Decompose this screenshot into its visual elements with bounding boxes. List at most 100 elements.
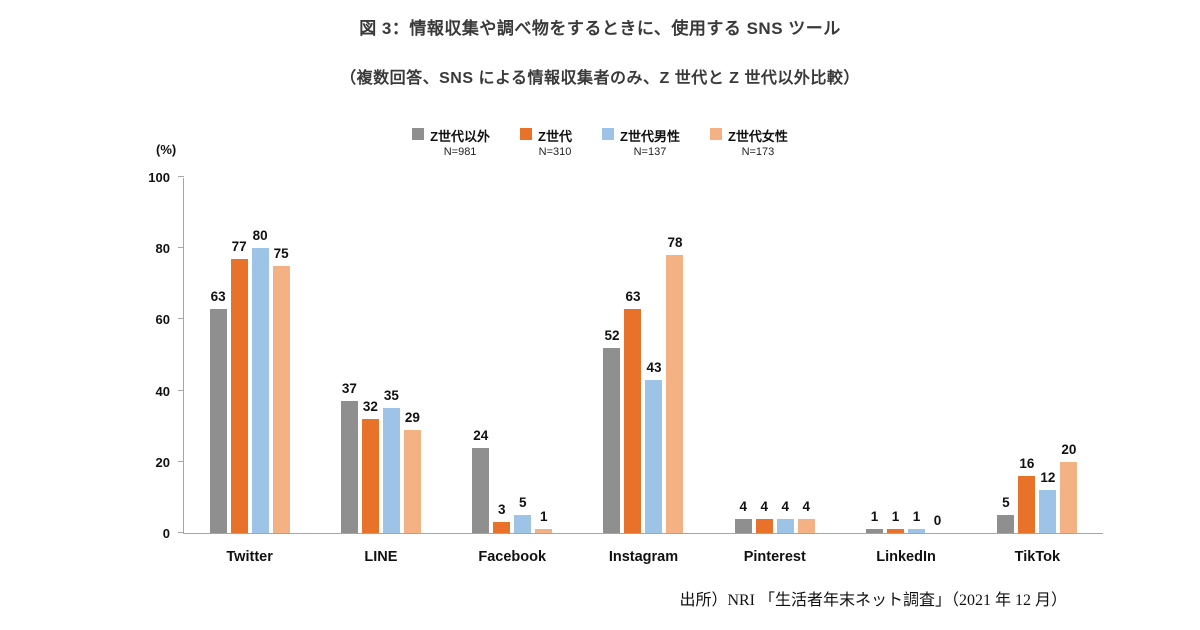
legend-item: Z世代女性 N=173 <box>709 126 788 158</box>
bar-linkedin-Z世代男性: 1 <box>908 509 926 533</box>
legend-n-count: N=173 <box>741 146 775 158</box>
legend-series-label: Z世代男性 <box>620 129 680 144</box>
y-axis-unit-label: (%) <box>156 142 177 157</box>
y-axis-tick-mark <box>178 247 184 249</box>
legend-text: Z世代男性 N=137 <box>620 126 680 158</box>
bar-line-Z世代女性: 29 <box>403 410 421 533</box>
bar-value-label: 0 <box>933 513 942 528</box>
source-note: 出所）NRI 「生活者年末ネット調査」（2021 年 12 月） <box>679 592 1067 609</box>
legend-swatch <box>520 128 533 140</box>
bar-twitter-Z世代以外: 63 <box>209 289 227 533</box>
bar-line-Z世代: 32 <box>361 399 379 533</box>
bar-line-Z世代以外: 37 <box>340 381 358 533</box>
bar-value-label: 75 <box>273 246 289 261</box>
chart-title: 図 3：情報収集や調べ物をするときに、使用する SNS ツール <box>359 19 841 38</box>
legend-series-label: Z世代 <box>538 129 572 144</box>
bar-value-label: 63 <box>210 288 226 304</box>
y-axis-tick-mark <box>178 318 184 320</box>
bar-value-label: 43 <box>646 359 662 375</box>
bar-value-label: 24 <box>473 427 489 443</box>
bar-value-label: 5 <box>1002 495 1010 511</box>
bar-pinterest-Z世代以外: 4 <box>734 499 752 533</box>
bar-value-label: 4 <box>781 498 790 514</box>
bar-instagram-Z世代男性: 43 <box>645 360 663 533</box>
bar-value-label: 4 <box>802 498 811 514</box>
legend-n-count: N=981 <box>443 146 477 158</box>
legend-n-count: N=137 <box>633 146 667 158</box>
legend-text: Z世代以外 N=981 <box>430 126 490 158</box>
legend-text: Z世代 N=310 <box>538 126 572 158</box>
bar-value-label: 1 <box>891 509 900 525</box>
bar-pinterest-Z世代: 4 <box>755 499 773 533</box>
y-axis-tick-mark <box>178 389 184 391</box>
bar-pinterest-Z世代男性: 4 <box>776 499 794 533</box>
category-label: Instagram <box>608 549 679 565</box>
bar-group-instagram: 52 63 43 78 Instagram <box>578 178 709 565</box>
legend-swatch <box>602 128 614 140</box>
bar-tiktok-Z世代男性: 12 <box>1039 470 1057 533</box>
bar-tiktok-Z世代女性: 20 <box>1060 442 1078 533</box>
bar-value-label: 4 <box>739 498 748 514</box>
bar-group-pinterest: 4 4 4 4 Pinterest <box>709 178 840 565</box>
chart-subtitle: （複数回答、SNS による情報収集者のみ、Z 世代と Z 世代以外比較） <box>340 70 860 87</box>
bar-group-linkedin: 1 1 1 0 LinkedIn <box>840 178 971 565</box>
bar-facebook-Z世代以外: 24 <box>472 428 490 533</box>
bar-value-label: 3 <box>497 502 506 518</box>
bar-value-label: 1 <box>912 509 921 525</box>
category-label: Twitter <box>226 549 273 565</box>
bar-instagram-Z世代: 63 <box>624 289 642 533</box>
legend-series-label: Z世代以外 <box>430 129 491 144</box>
bar-value-label: 63 <box>625 288 641 304</box>
bar-value-label: 35 <box>383 388 399 404</box>
y-axis-tick-mark <box>178 532 184 533</box>
bar-twitter-Z世代: 77 <box>230 239 248 533</box>
y-axis: 0 20 40 60 80 100 <box>120 170 178 541</box>
bar-pinterest-Z世代女性: 4 <box>797 499 815 533</box>
legend: Z世代以外 N=981 Z世代 N=310 Z世代男性 N=137 Z世代女性 N=173 <box>0 126 1200 158</box>
bar-group-facebook: 24 3 5 1 Facebook <box>447 178 578 565</box>
bar-value-label: 78 <box>667 235 683 251</box>
bar-linkedin-Z世代以外: 1 <box>866 509 884 533</box>
legend-item: Z世代男性 N=137 <box>602 126 680 158</box>
category-label: LINE <box>364 549 398 565</box>
y-axis-tick-label: 60 <box>155 312 170 328</box>
bar-value-label: 4 <box>760 498 769 514</box>
bar-group-twitter: 63 77 80 75 Twitter <box>184 178 315 565</box>
bar-value-label: 5 <box>518 495 527 511</box>
bar-set: 5 16 12 20 <box>997 178 1078 533</box>
bar-facebook-Z世代男性: 5 <box>514 495 532 533</box>
legend-item: Z世代 N=310 <box>520 126 572 158</box>
legend-series-label: Z世代女性 <box>727 129 788 144</box>
bar-set: 37 32 35 29 <box>340 178 421 533</box>
legend-n-count: N=310 <box>538 146 572 158</box>
bar-linkedin-Z世代: 1 <box>887 509 905 533</box>
bar-line-Z世代男性: 35 <box>382 388 400 533</box>
bar-twitter-Z世代男性: 80 <box>251 228 269 533</box>
bar-facebook-Z世代女性: 1 <box>535 509 553 533</box>
y-axis-tick-label: 0 <box>162 526 170 541</box>
plot-area: 63 77 80 75 Twitter 37 32 35 29 LINE 24 3 5 1 Facebook… <box>178 176 1103 565</box>
legend-text: Z世代女性 N=173 <box>728 126 788 158</box>
bar-value-label: 20 <box>1061 441 1077 457</box>
bar-value-label: 52 <box>604 327 620 343</box>
bar-twitter-Z世代女性: 75 <box>272 246 290 533</box>
bar-set: 52 63 43 78 <box>603 178 684 533</box>
legend-swatch <box>709 128 722 140</box>
bar-value-label: 1 <box>539 509 548 525</box>
bar-set: 63 77 80 75 <box>209 178 290 533</box>
bar-instagram-Z世代以外: 52 <box>603 328 621 533</box>
category-label: Facebook <box>478 549 547 565</box>
bar-instagram-Z世代女性: 78 <box>666 235 684 533</box>
legend-item: Z世代以外 N=981 <box>412 126 490 158</box>
bar-value-label: 80 <box>252 228 268 244</box>
bar-value-label: 32 <box>362 399 378 415</box>
bar-value-label: 12 <box>1040 470 1056 486</box>
bar-value-label: 16 <box>1019 456 1035 472</box>
bar-set: 24 3 5 1 <box>472 178 553 533</box>
bar-value-label: 29 <box>404 409 420 425</box>
bar-group-tiktok: 5 16 12 20 TikTok <box>972 178 1103 565</box>
y-axis-tick-label: 20 <box>155 454 170 470</box>
